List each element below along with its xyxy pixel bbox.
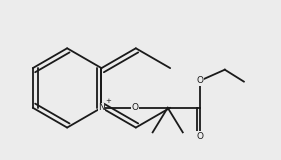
Text: O: O xyxy=(197,76,204,85)
Text: +: + xyxy=(106,98,112,104)
Text: O: O xyxy=(197,132,204,141)
Text: O: O xyxy=(132,103,139,112)
Text: N: N xyxy=(98,103,105,112)
